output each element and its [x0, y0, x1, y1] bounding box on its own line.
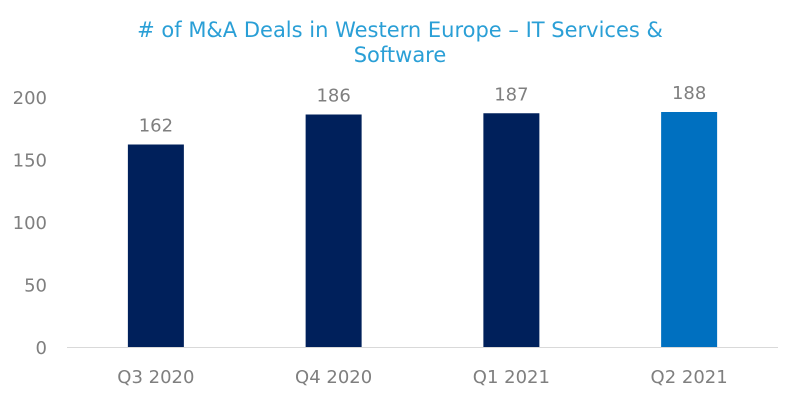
y-tick-label: 150	[13, 151, 47, 172]
x-tick-label: Q4 2020	[295, 367, 372, 388]
x-tick-label: Q3 2020	[117, 367, 194, 388]
data-label: 187	[494, 84, 528, 105]
bar	[127, 144, 184, 347]
x-tick-label: Q1 2021	[473, 367, 550, 388]
bar	[661, 112, 718, 347]
bar	[483, 113, 540, 347]
y-tick-label: 100	[13, 213, 47, 234]
data-label: 186	[316, 86, 350, 107]
y-tick-label: 200	[13, 88, 47, 109]
bar	[305, 114, 362, 347]
data-label: 188	[672, 83, 706, 104]
y-tick-label: 0	[36, 338, 47, 359]
chart-title: # of M&A Deals in Western Europe – IT Se…	[137, 18, 663, 67]
data-label: 162	[139, 116, 173, 137]
x-tick-label: Q2 2021	[651, 367, 728, 388]
y-tick-label: 50	[24, 276, 47, 297]
